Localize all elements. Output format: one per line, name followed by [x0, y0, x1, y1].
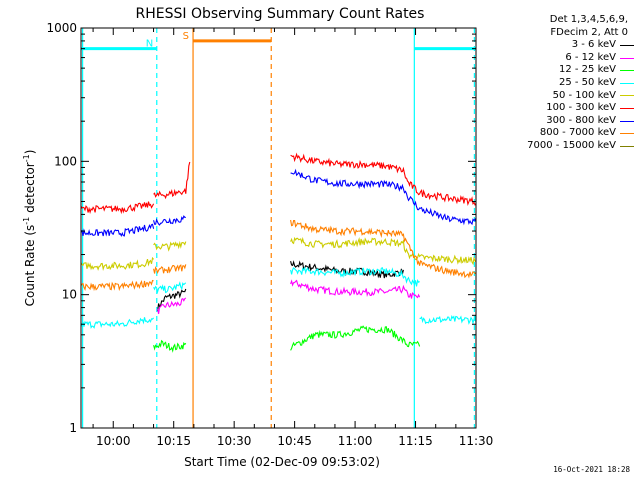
x-tick-label-6: 11:15 — [398, 434, 433, 448]
y-axis: 1 10 100 1000 — [46, 21, 476, 435]
legend-item-9: 7000 - 15000 keV — [472, 140, 634, 153]
series-3-segment-1 — [80, 317, 155, 329]
legend-item-4: 25 - 50 keV — [472, 77, 634, 90]
legend-label: 3 - 6 keV — [571, 39, 616, 51]
x-axis: 10:00 10:15 10:30 10:45 11:00 11:15 11:30 — [92, 28, 494, 448]
series-5-segment-2 — [153, 161, 191, 200]
series-4-segment-1 — [80, 256, 155, 272]
legend-label: 300 - 800 keV — [546, 114, 616, 126]
x-tick-label-1: 10:00 — [96, 434, 131, 448]
plot-area: NS — [80, 27, 477, 429]
generation-timestamp: 16-Oct-2021 18:28 — [553, 465, 630, 474]
legend-label: 50 - 100 keV — [552, 89, 616, 101]
series-4-segment-2 — [153, 240, 187, 252]
legend-label: 800 - 7000 keV — [539, 127, 616, 139]
legend: Det 1,3,4,5,6,9, FDecim 2, Att 0 3 - 6 k… — [472, 14, 634, 153]
legend-item-8: 800 - 7000 keV — [472, 127, 634, 140]
legend-item-1: 3 - 6 keV — [472, 39, 634, 52]
y-tick-label-4: 1000 — [46, 21, 77, 35]
legend-item-3: 12 - 25 keV — [472, 64, 634, 77]
legend-label: 12 - 25 keV — [558, 64, 616, 76]
series-5-segment-1 — [80, 201, 155, 215]
legend-item-7: 300 - 800 keV — [472, 115, 634, 128]
series-3-segment-4 — [419, 314, 477, 325]
x-tick-label-3: 10:30 — [217, 434, 252, 448]
x-tick-label-4: 10:45 — [277, 434, 312, 448]
legend-swatch — [620, 95, 634, 97]
x-tick-label-7: 11:30 — [459, 434, 494, 448]
series-7-segment-1 — [80, 279, 154, 292]
series-7-segment-3 — [290, 219, 477, 279]
legend-swatch — [620, 82, 634, 84]
y-tick-label-3: 100 — [54, 154, 77, 168]
flag-label-S: S — [183, 31, 189, 42]
series-2-segment-2 — [290, 325, 421, 351]
series-5-segment-3 — [290, 152, 477, 207]
series-3-segment-2 — [153, 281, 187, 294]
series-0-segment-1 — [157, 288, 187, 312]
legend-label: 25 - 50 keV — [558, 76, 616, 88]
series-7-segment-2 — [153, 264, 187, 275]
y-tick-label-2: 10 — [62, 288, 77, 302]
legend-swatch — [620, 70, 634, 72]
series-3-segment-3 — [290, 266, 420, 287]
series-6-segment-2 — [153, 215, 186, 226]
legend-label: 6 - 12 keV — [565, 51, 616, 63]
chart-title: RHESSI Observing Summary Count Rates — [136, 6, 425, 22]
legend-swatch — [620, 57, 634, 59]
legend-swatch — [620, 133, 634, 135]
legend-swatch — [620, 107, 634, 109]
plot-frame — [80, 27, 477, 429]
legend-item-6: 100 - 300 keV — [472, 102, 634, 115]
y-axis-label: Count Rate (s-1 detector-1) — [22, 150, 37, 307]
legend-swatch — [620, 120, 634, 122]
series-6-segment-3 — [290, 168, 477, 226]
x-tick-label-2: 10:15 — [156, 434, 191, 448]
series-4-segment-3 — [290, 236, 477, 266]
legend-swatch — [620, 44, 634, 46]
legend-header-line-2: FDecim 2, Att 0 — [550, 26, 628, 38]
series-1-segment-1 — [157, 297, 187, 315]
y-tick-label-1: 1 — [69, 421, 77, 435]
legend-label: 7000 - 15000 keV — [527, 139, 616, 151]
series-2-segment-1 — [153, 339, 187, 353]
legend-header-line-1: Det 1,3,4,5,6,9, — [549, 14, 628, 25]
legend-item-5: 50 - 100 keV — [472, 90, 634, 103]
legend-swatch — [620, 145, 634, 147]
series-6-segment-1 — [80, 223, 155, 238]
series-1-segment-2 — [290, 279, 421, 299]
legend-label: 100 - 300 keV — [546, 102, 616, 114]
legend-item-2: 6 - 12 keV — [472, 52, 634, 65]
x-tick-label-5: 11:00 — [338, 434, 373, 448]
x-axis-label: Start Time (02-Dec-09 09:53:02) — [184, 455, 380, 469]
flag-label-N: N — [146, 39, 153, 50]
